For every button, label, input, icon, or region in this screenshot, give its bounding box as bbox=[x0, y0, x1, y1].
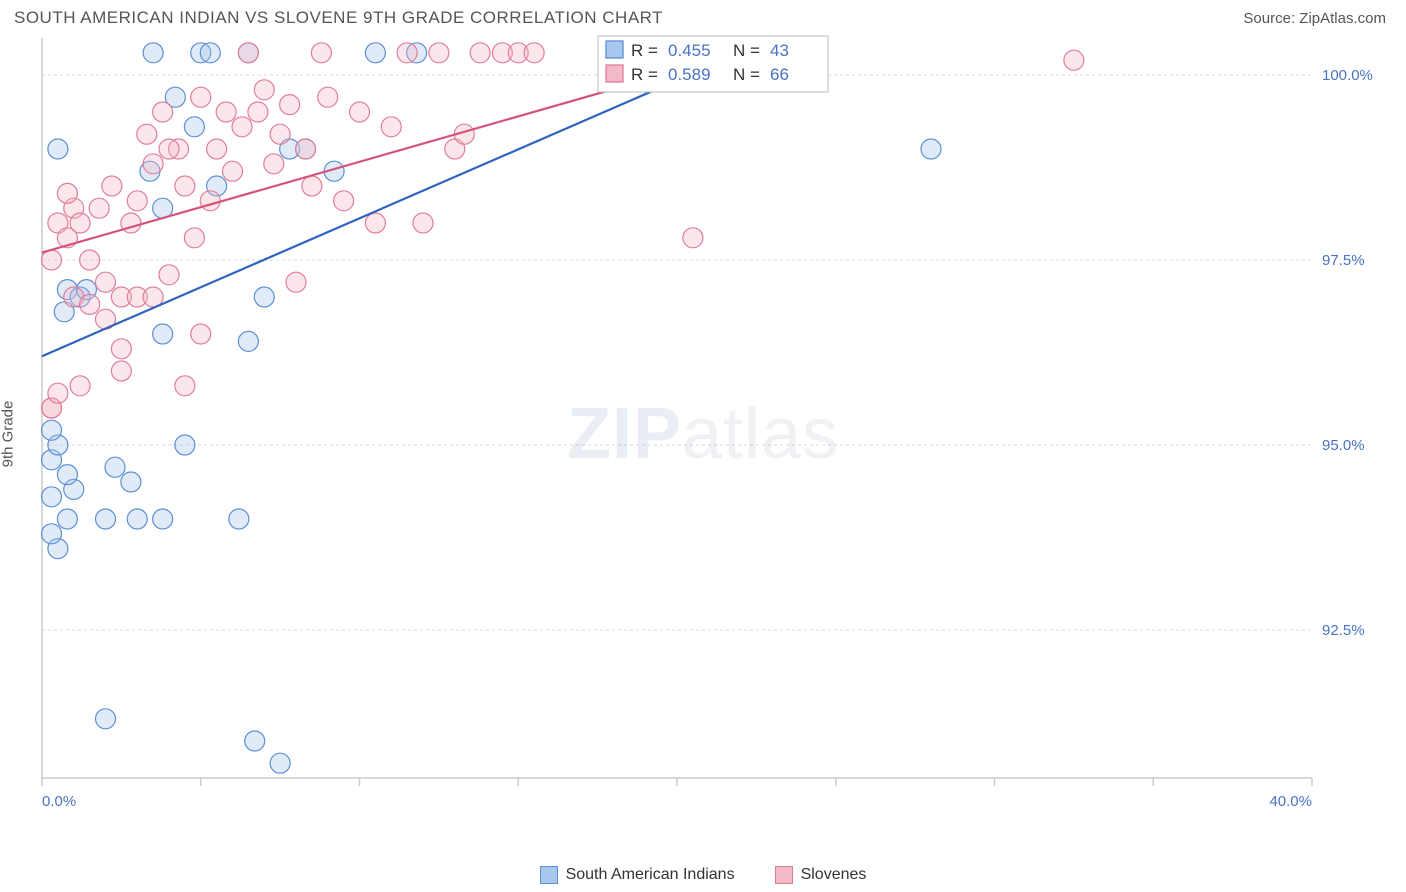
chart-title: SOUTH AMERICAN INDIAN VS SLOVENE 9TH GRA… bbox=[14, 8, 663, 28]
svg-text:N =: N = bbox=[733, 41, 760, 60]
source-label: Source: bbox=[1243, 10, 1295, 27]
legend-swatch-sai bbox=[540, 866, 558, 884]
chart-header: SOUTH AMERICAN INDIAN VS SLOVENE 9TH GRA… bbox=[0, 0, 1406, 34]
svg-text:43: 43 bbox=[770, 41, 789, 60]
legend-item-slovenes: Slovenes bbox=[775, 866, 867, 884]
bottom-legend: South American Indians Slovenes bbox=[0, 860, 1406, 892]
legend-label-sai: South American Indians bbox=[566, 866, 735, 884]
source-attribution: Source: ZipAtlas.com bbox=[1243, 10, 1386, 27]
scatter-plot: 92.5% 95.0% 97.5% 100.0% 0.0% 40.0% R = 0.455 N … bbox=[32, 34, 1406, 834]
svg-text:40.0%: 40.0% bbox=[1269, 793, 1312, 810]
svg-text:0.589: 0.589 bbox=[668, 65, 711, 84]
svg-text:R =: R = bbox=[631, 41, 658, 60]
svg-text:0.455: 0.455 bbox=[668, 41, 711, 60]
svg-text:R =: R = bbox=[631, 65, 658, 84]
y-axis-label: 9th Grade bbox=[0, 401, 17, 468]
svg-text:95.0%: 95.0% bbox=[1322, 437, 1365, 454]
svg-text:92.5%: 92.5% bbox=[1322, 622, 1365, 639]
svg-text:0.0%: 0.0% bbox=[42, 793, 76, 810]
source-name: ZipAtlas.com bbox=[1299, 10, 1386, 27]
svg-text:N =: N = bbox=[733, 65, 760, 84]
chart-container: 9th Grade 92.5%95.0%97.5%100.0%0.0%40.0%… bbox=[14, 34, 1392, 834]
legend-item-sai: South American Indians bbox=[540, 866, 735, 884]
svg-text:66: 66 bbox=[770, 65, 789, 84]
svg-text:97.5%: 97.5% bbox=[1322, 252, 1365, 269]
legend-label-slovenes: Slovenes bbox=[801, 866, 867, 884]
legend-swatch-slovenes bbox=[775, 866, 793, 884]
svg-text:100.0%: 100.0% bbox=[1322, 67, 1373, 84]
